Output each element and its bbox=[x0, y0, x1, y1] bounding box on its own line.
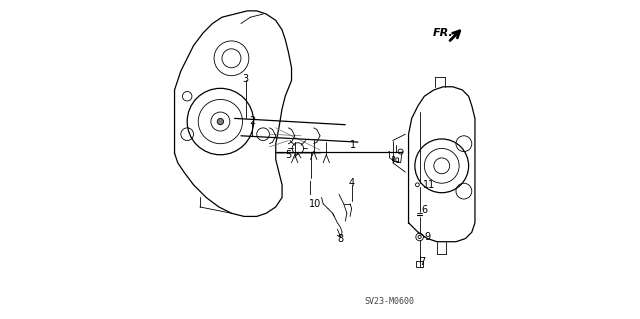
Text: 10: 10 bbox=[309, 199, 321, 209]
FancyBboxPatch shape bbox=[416, 261, 424, 267]
Text: SV23-M0600: SV23-M0600 bbox=[365, 297, 415, 306]
Text: 6: 6 bbox=[421, 205, 428, 215]
Text: FR.: FR. bbox=[433, 28, 454, 38]
Text: 3: 3 bbox=[243, 74, 249, 84]
Text: 9: 9 bbox=[424, 232, 431, 242]
Text: 1: 1 bbox=[350, 140, 356, 150]
Text: 5: 5 bbox=[285, 150, 292, 160]
Text: 7: 7 bbox=[420, 257, 426, 267]
Text: 2: 2 bbox=[249, 116, 255, 126]
Text: 11: 11 bbox=[423, 180, 435, 190]
Circle shape bbox=[217, 118, 223, 125]
Text: 8: 8 bbox=[337, 234, 344, 243]
Text: 4: 4 bbox=[348, 178, 355, 188]
